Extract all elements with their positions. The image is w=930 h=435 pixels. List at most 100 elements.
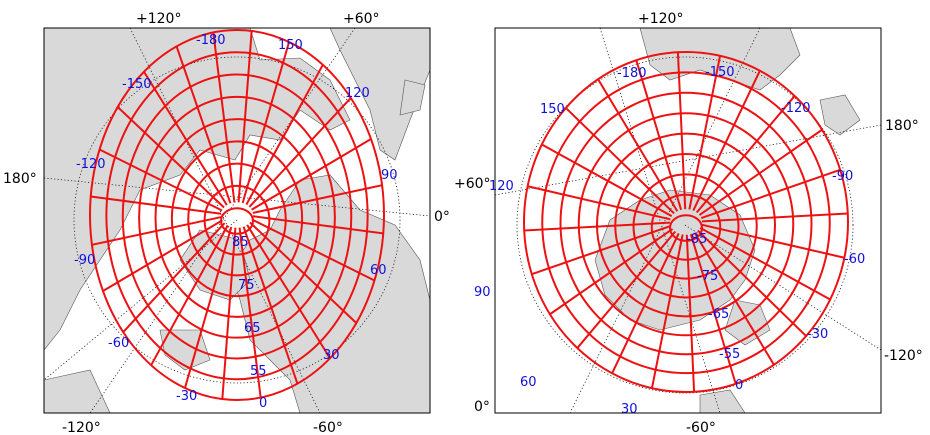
- grid-parallel: [577, 112, 795, 337]
- grid-parallel: [154, 118, 320, 318]
- right-grid-label: -60: [844, 252, 865, 267]
- left-grid-label: -180: [196, 33, 226, 48]
- left-label-bottom-right: -60°: [313, 420, 343, 435]
- left-label-top-right: +60°: [343, 11, 380, 27]
- left-grid-label: -30: [176, 389, 197, 404]
- left-grid-label: 30: [323, 348, 340, 363]
- left-grid-label: 85: [232, 235, 249, 250]
- grid-meridian: [90, 195, 222, 215]
- grid-meridian: [248, 97, 352, 208]
- left-label-right: 0°: [434, 209, 450, 225]
- grid-meridian: [693, 232, 775, 366]
- right-map-grid-labels: -180 -150 150 -120 120 -90 -60 90 -30 60…: [474, 65, 865, 417]
- grid-meridian: [524, 221, 671, 232]
- right-grid-label: 30: [621, 402, 638, 417]
- left-grid-label: -120: [76, 157, 106, 172]
- grid-meridian: [212, 32, 236, 203]
- right-label-bottom: -60°: [686, 420, 716, 435]
- right-label-bottom-left: 0°: [474, 399, 490, 415]
- left-map-outer-labels: +120° +60° 180° 0° -120° -60°: [3, 11, 450, 435]
- grid-meridian: [697, 229, 807, 337]
- right-grid-label: -85: [686, 232, 707, 247]
- grid-meridian: [695, 95, 796, 214]
- grid-meridian: [238, 227, 262, 398]
- left-grid-label: 90: [381, 168, 398, 183]
- grid-meridian: [221, 227, 237, 400]
- left-label-left: 180°: [3, 171, 37, 187]
- grid-meridian: [237, 30, 253, 203]
- right-map-graticule: [495, 28, 881, 413]
- right-grid-label: -150: [705, 65, 735, 80]
- right-grid-label: -55: [719, 347, 740, 362]
- left-grid-label: -60: [108, 336, 129, 351]
- right-grid-label: -30: [807, 327, 828, 342]
- grid-parallel: [632, 173, 740, 280]
- right-grid-label: -180: [617, 66, 647, 81]
- grid-meridian: [689, 233, 737, 385]
- left-grid-label: 120: [345, 86, 370, 101]
- grid-meridian: [576, 230, 677, 349]
- grid-meridian: [116, 106, 225, 209]
- grid-meridian: [688, 55, 722, 210]
- left-map-grid-labels: -180 150 -150 120 -120 90 -90 60 -60 30 …: [74, 33, 398, 411]
- right-grid-label: 120: [489, 179, 514, 194]
- right-grid-label: -90: [832, 169, 853, 184]
- left-map-frame: [43, 27, 431, 414]
- grid-meridian: [252, 215, 384, 235]
- right-grid-label: 90: [474, 285, 491, 300]
- grid-meridian: [242, 226, 299, 384]
- grid-meridian: [635, 59, 683, 211]
- right-grid-label: 60: [520, 375, 537, 390]
- left-map-grid: [89, 29, 385, 401]
- right-grid-label: 0: [735, 378, 743, 393]
- grid-meridian: [597, 78, 679, 212]
- right-map: +120° 180° +60° -120° 0° -60° -180 -150 …: [454, 11, 923, 435]
- grid-meridian: [549, 228, 674, 316]
- grid-meridian: [245, 64, 324, 206]
- grid-parallel: [170, 140, 304, 298]
- grid-meridian: [692, 70, 761, 212]
- grid-meridian: [676, 52, 687, 210]
- grid-parallel: [541, 71, 831, 375]
- left-grid-label: 55: [250, 364, 267, 379]
- left-grid-label: -150: [122, 77, 152, 92]
- grid-parallel: [650, 193, 722, 261]
- grid-meridian: [175, 46, 232, 204]
- right-label-right-lower: -120°: [884, 348, 923, 364]
- left-grid-label: 150: [278, 38, 303, 53]
- right-grid-label: -65: [708, 307, 729, 322]
- grid-meridian: [252, 184, 383, 214]
- grid-meridian: [150, 224, 229, 366]
- grid-meridian: [122, 222, 226, 333]
- grid-meridian: [241, 41, 290, 204]
- left-grid-label: 65: [244, 321, 261, 336]
- grid-meridian: [527, 185, 671, 221]
- right-map-outer-labels: +120° 180° +60° -120° 0° -60°: [454, 11, 923, 435]
- grid-meridian: [611, 232, 680, 374]
- right-label-top: +120°: [638, 11, 683, 27]
- grid-meridian: [102, 219, 223, 292]
- grid-meridian: [699, 226, 831, 301]
- grid-meridian: [246, 224, 331, 359]
- right-grid-label: 150: [540, 102, 565, 117]
- grid-meridian: [251, 218, 375, 282]
- grid-parallel: [523, 51, 849, 393]
- left-label-top-left: +120°: [136, 11, 181, 27]
- grid-meridian: [541, 143, 673, 218]
- right-label-right-upper: 180°: [885, 118, 919, 134]
- grid-meridian: [184, 226, 233, 389]
- left-grid-label: 75: [238, 278, 255, 293]
- grid-meridian: [143, 71, 228, 206]
- grid-meridian: [700, 168, 841, 220]
- left-map: +120° +60° 180° 0° -120° -60° -180 150 -…: [3, 11, 450, 435]
- grid-parallel: [89, 29, 385, 401]
- grid-meridian: [650, 234, 684, 389]
- grid-parallel: [187, 162, 287, 277]
- grid-meridian: [685, 234, 696, 392]
- grid-meridian: [698, 128, 823, 216]
- left-grid-label: -90: [74, 253, 95, 268]
- grid-meridian: [91, 216, 222, 246]
- grid-parallel: [121, 73, 353, 360]
- grid-parallel: [105, 51, 369, 381]
